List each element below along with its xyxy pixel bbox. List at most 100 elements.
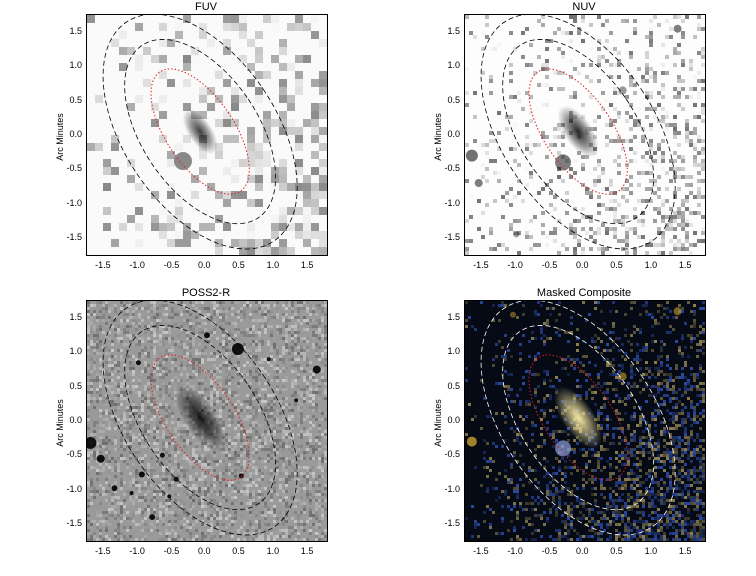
y-tick-label: -1.0 [444,197,460,208]
x-tick-label: 1.5 [300,546,314,556]
x-tick-label: 0.0 [576,546,589,556]
y-tick-label: -1.0 [444,483,460,494]
source-blob [474,179,483,187]
x-tick-label: -1.5 [473,260,489,270]
y-tick-label: 0.5 [447,94,460,105]
y-tick-label: -1.5 [444,517,460,528]
y-tick-label: -1.5 [66,517,82,528]
image-frame [86,14,328,256]
inner-aperture-ellipse [150,68,250,195]
y-tick-label: -0.5 [444,449,460,460]
inner-aperture-ellipse [528,68,628,195]
panel-nuv: NUV Arc Minutes -1.5 -1.0 -0.5 0.0 0.5 1.0 1.5… [378,0,756,288]
x-tick-label: -0.5 [541,260,558,270]
y-tick-label: -1.0 [66,483,82,494]
x-tick-label: -0.5 [163,260,180,270]
x-tick-label: 1.0 [266,260,280,270]
x-tick-label: 1.5 [300,260,314,270]
annulus-inner-ellipse [502,39,655,225]
y-tick-label: 0.0 [69,415,82,425]
x-tick-label: -1.0 [129,546,145,556]
star [129,491,134,495]
x-tick-label: -1.0 [129,260,145,270]
companion-blob [555,154,572,171]
image-frame [464,14,706,256]
annulus-inner-ellipse [124,325,277,511]
star [238,473,244,479]
annulus-outer-ellipse [102,15,298,250]
y-tick-label: 0.0 [447,129,460,139]
x-tick-label: 0.5 [232,546,245,556]
x-tick-label: 0.5 [232,260,245,270]
annulus-inner-ellipse [502,325,655,511]
x-tick-label: 0.0 [198,546,211,556]
x-tick-label: 0.5 [610,260,623,270]
source-blob [618,86,627,95]
star [87,436,97,449]
y-tick-label: -1.5 [444,231,460,242]
x-tick-label: 1.5 [678,546,692,556]
panel-masked-composite: Masked Composite Arc Minutes -1.5 -1.0 -0.… [378,287,756,576]
x-tick-label: -1.5 [95,260,111,270]
star [111,485,118,492]
y-tick-label: 0.0 [69,129,82,139]
nuv-image [465,15,705,255]
inner-aperture-ellipse [528,354,628,481]
x-tick-label: 0.0 [576,260,589,270]
y-tick-label: 0.5 [69,380,82,391]
star [294,398,299,403]
star [96,454,105,463]
x-tick-label: -1.5 [473,546,489,556]
x-tick-label: 1.0 [644,546,658,556]
galaxy-core [557,105,599,158]
star [204,332,210,339]
source-blob [466,436,477,447]
star [266,357,271,362]
source-blob [465,149,478,162]
source-blob [673,24,682,33]
star [173,476,179,482]
x-tick-label: -0.5 [163,546,180,556]
star [312,365,321,374]
panel-title: NUV [572,1,596,13]
panel-poss2-r: POSS2-R Arc Minutes -1.5 -1.0 -0.5 0.0 0.5 1.… [0,287,380,576]
star [138,471,145,478]
y-tick-label: 1.0 [69,60,82,71]
annulus-inner-ellipse [124,39,277,225]
x-tick-label: -1.0 [507,260,523,270]
y-tick-label: -0.5 [66,449,82,460]
galaxy-core [174,383,227,452]
masked-composite-image [465,301,705,541]
y-tick-label: 0.5 [69,94,82,105]
inner-aperture-ellipse [150,354,250,481]
x-tick-label: 1.5 [678,260,692,270]
galaxy-core [554,386,603,449]
y-tick-label: 0.0 [447,415,460,425]
y-tick-label: -0.5 [66,163,82,174]
source-blob [510,311,516,318]
fuv-image [87,15,327,255]
y-tick-label: 1.5 [447,312,460,323]
source-blob [513,231,520,238]
y-tick-label: 1.0 [447,346,460,357]
companion-blob [555,440,572,457]
y-tick-label: -1.5 [66,231,82,242]
panel-title: FUV [195,1,217,13]
y-tick-label: 1.0 [69,346,82,357]
source-blob [673,307,682,316]
galaxy-core [182,108,218,155]
panel-fuv: FUV Arc Minutes -1.5 -1.0 -0.5 0.0 0.5 1.0 1.5… [0,0,380,288]
annulus-outer-ellipse [102,301,298,536]
annulus-outer-ellipse [480,15,676,250]
y-tick-label: -0.5 [444,163,460,174]
panel-title: Masked Composite [536,287,632,299]
y-tick-label: 0.5 [447,380,460,391]
x-tick-label: 0.0 [198,260,211,270]
x-tick-label: -1.5 [95,546,111,556]
x-tick-label: -1.0 [507,546,523,556]
y-tick-label: 1.5 [69,312,82,323]
star [149,514,156,520]
x-tick-label: 1.0 [644,260,658,270]
y-tick-label: -1.0 [66,197,82,208]
x-tick-label: -0.5 [541,546,558,556]
